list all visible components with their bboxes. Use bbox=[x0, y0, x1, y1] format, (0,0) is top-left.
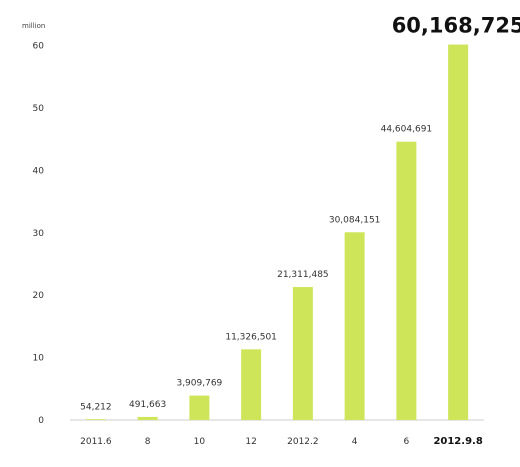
y-axis-unit-label: million bbox=[22, 22, 45, 30]
data-label: 11,326,501 bbox=[225, 332, 277, 342]
y-tick-label: 30 bbox=[33, 229, 45, 239]
data-label: 54,212 bbox=[80, 403, 112, 413]
data-label: 30,084,151 bbox=[329, 215, 381, 225]
data-label: 21,311,485 bbox=[277, 270, 329, 280]
x-tick-label: 10 bbox=[194, 437, 206, 447]
data-label: 3,909,769 bbox=[176, 379, 222, 389]
bars-group bbox=[85, 44, 469, 421]
x-tick-label: 6 bbox=[404, 437, 410, 447]
data-label: 44,604,691 bbox=[381, 125, 433, 135]
y-tick-label: 50 bbox=[33, 104, 45, 114]
data-labels-group: 54,212 491,663 3,909,769 11,326,501 21,311,4… bbox=[80, 14, 520, 413]
bar-3 bbox=[189, 395, 210, 420]
x-tick-label: 4 bbox=[352, 437, 358, 447]
x-tick-label: 8 bbox=[145, 437, 151, 447]
data-label-highlight: 60,168,725 bbox=[392, 14, 520, 38]
data-label: 491,663 bbox=[129, 400, 166, 410]
bar-6 bbox=[344, 232, 365, 420]
bar-4 bbox=[241, 349, 262, 420]
y-axis-ticks: 0 10 20 30 40 50 60 bbox=[33, 42, 45, 426]
bar-8 bbox=[448, 44, 469, 421]
bar-5 bbox=[292, 287, 313, 420]
x-tick-label: 12 bbox=[245, 437, 256, 447]
x-tick-label: 2012.9.8 bbox=[433, 436, 482, 447]
bar-2 bbox=[137, 416, 158, 420]
y-tick-label: 0 bbox=[38, 416, 44, 426]
y-tick-label: 40 bbox=[33, 166, 45, 176]
y-tick-label: 10 bbox=[33, 354, 45, 364]
bar-1 bbox=[85, 419, 106, 420]
x-tick-label: 2012.2 bbox=[287, 437, 319, 447]
y-tick-label: 60 bbox=[33, 42, 45, 52]
bar-7 bbox=[396, 141, 417, 420]
x-axis-labels: 2011.6 8 10 12 2012.2 4 6 2012.9.8 bbox=[80, 436, 483, 447]
x-tick-label: 2011.6 bbox=[80, 437, 112, 447]
y-tick-label: 20 bbox=[33, 291, 45, 301]
